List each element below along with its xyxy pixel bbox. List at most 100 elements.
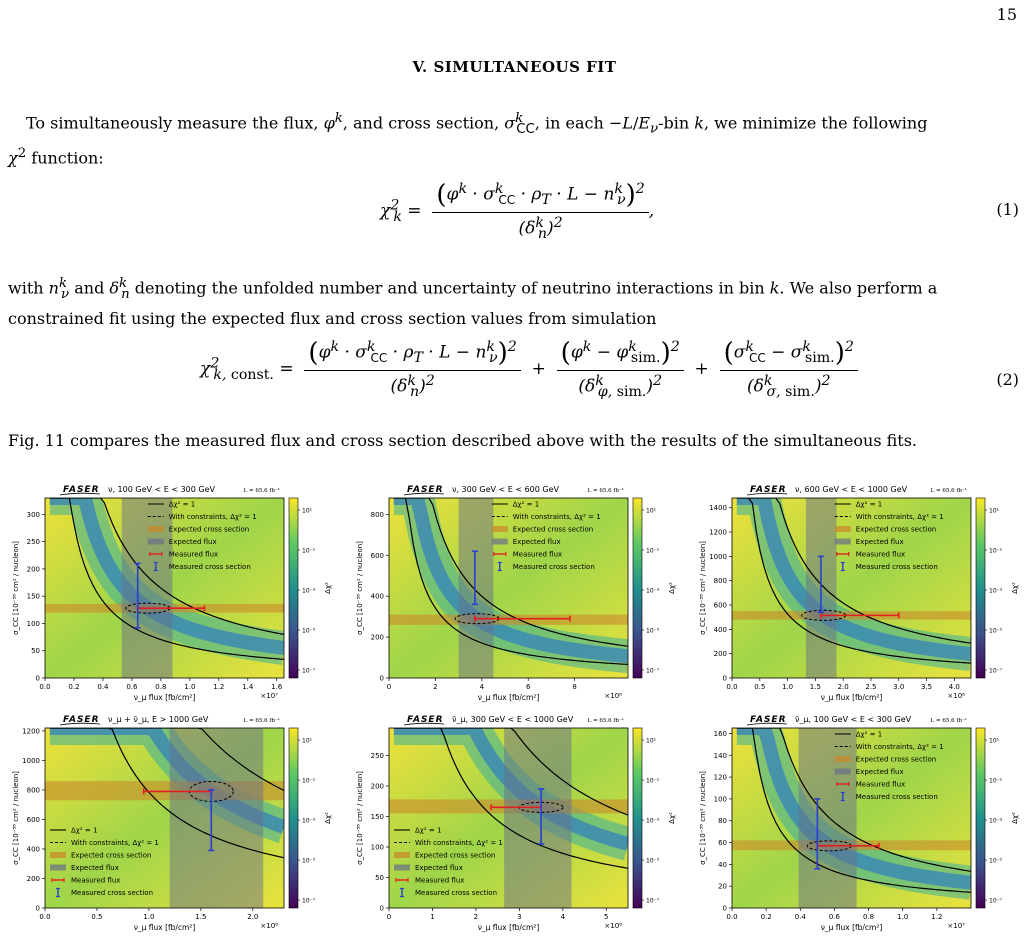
legend-swatch-flux: [491, 538, 508, 545]
colorbar-tick-label: 10⁻⁷: [646, 668, 660, 675]
colorbar-tick-label: 10⁻¹: [646, 548, 660, 555]
x-tick-label: 0.2: [68, 683, 79, 691]
y-tick-label: 100: [371, 843, 384, 851]
delta-chi2-upper-curve: [393, 728, 628, 816]
x-axis-label: ν_μ flux [fb/cm²]: [821, 693, 883, 702]
legend-label: Measured cross section: [415, 889, 497, 897]
chart-panel-2: 0 2 4 6 8 0 200 400 600 800 ×10⁶ ν_μ flux [fb/cm²] σ…: [352, 480, 681, 706]
delta-chi2-lower-curve: [393, 728, 628, 869]
y-tick-label: 250: [371, 752, 384, 760]
x-tick-label: 1.2: [931, 913, 942, 921]
x-tick-label: 1.2: [213, 683, 224, 691]
y-tick-label: 800: [714, 577, 727, 585]
legend-label: Measured flux: [415, 877, 464, 885]
legend-label: Measured flux: [856, 551, 905, 559]
plot-frame: [388, 727, 629, 909]
x-tick-label: 1: [430, 913, 434, 921]
x-tick-label: 0.4: [97, 683, 109, 691]
y-tick-label: 50: [31, 647, 40, 655]
x-tick-label: 2: [433, 683, 437, 691]
y-axis-label: σ_CC [10⁻³⁸ cm² / nucleon]: [699, 771, 707, 865]
x-tick-label: 1.0: [143, 913, 154, 921]
x-axis-label: ν_μ flux [fb/cm²]: [134, 923, 196, 932]
legend-swatch-flux: [834, 538, 851, 545]
y-axis-label: σ_CC [10⁻³⁸ cm² / nucleon]: [12, 541, 20, 635]
legend-swatch-flux: [834, 768, 851, 775]
colorbar-tick-label: 10⁻¹: [646, 778, 660, 785]
equation-2-number: (2): [996, 370, 1019, 389]
colorbar-label: Δχ²: [324, 812, 332, 824]
faser-logo-swoosh: [403, 492, 445, 496]
y-tick-label: 150: [27, 593, 40, 601]
colorbar-label: Δχ²: [1011, 812, 1019, 824]
colorbar-tick-label: 10⁻⁷: [989, 668, 1003, 675]
legend-label: Δχ² = 1: [415, 827, 441, 835]
equation-1-number: (1): [996, 200, 1019, 219]
chart-panel-3: 0.0 0.5 1.0 1.5 2.0 2.5 3.0 3.5 4.0 0 200 400 600 800…: [695, 480, 1024, 706]
legend-label: Expected cross section: [513, 526, 593, 534]
faser-logo-swoosh: [746, 492, 788, 496]
x-tick-label: 1.5: [195, 913, 206, 921]
y-tick-label: 140: [714, 752, 727, 760]
x-tick-label: 3.5: [921, 683, 932, 691]
chart-panel-6: 0.0 0.2 0.4 0.6 0.8 1.0 1.2 0 20 40 60 80 100 120 140 1…: [695, 710, 1024, 936]
x-tick-label: 1.4: [242, 683, 254, 691]
colorbar-tick-label: 10¹: [989, 738, 1000, 745]
expected-flux-band: [798, 728, 857, 908]
x-tick-label: 0.6: [126, 683, 138, 691]
colorbar-tick-label: 10⁻¹: [302, 548, 316, 555]
legend-label: Expected flux: [169, 538, 217, 546]
colorbar: [288, 727, 299, 909]
legend-label: With constraints, Δχ² = 1: [513, 513, 601, 521]
legend-swatch-flux: [147, 538, 164, 545]
equation-2: χ2k, const. = (φk · σkCC · ρT · L − nkν)…: [200, 338, 1019, 401]
colorbar-label: Δχ²: [668, 582, 676, 594]
paragraph-constrained: with nkν and δkn denoting the unfolded n…: [8, 276, 938, 328]
x-tick-label: 0.5: [754, 683, 765, 691]
x-tick-label: 6: [526, 683, 531, 691]
legend-label: Δχ² = 1: [856, 501, 882, 509]
chart-panel-5: 0 1 2 3 4 5 0 50 100 150 200 250 ×10⁶ ν_μ flux [fb/cm…: [352, 710, 681, 936]
y-tick-label: 200: [371, 782, 384, 790]
y-axis-label: σ_CC [10⁻³⁸ cm² / nucleon]: [356, 541, 364, 635]
y-tick-label: 1200: [22, 727, 40, 735]
legend-label: Δχ² = 1: [513, 501, 539, 509]
legend-swatch-flux: [394, 864, 410, 871]
y-axis-label: σ_CC [10⁻³⁸ cm² / nucleon]: [699, 541, 707, 635]
legend-label: Expected flux: [513, 538, 561, 546]
x-tick-label: 0.0: [726, 913, 737, 921]
colorbar-tick-label: 10⁻⁵: [646, 628, 660, 635]
y-tick-label: 0: [380, 905, 384, 913]
legend-label: With constraints, Δχ² = 1: [71, 839, 159, 847]
plot-frame: [388, 497, 629, 679]
legend-label: Measured cross section: [856, 563, 938, 571]
y-tick-label: 120: [714, 774, 727, 782]
x-tick-label: 4.0: [949, 683, 960, 691]
colorbar-tick-label: 10⁻³: [302, 588, 316, 595]
colorbar-tick-label: 10⁻⁵: [989, 858, 1003, 865]
y-tick-label: 1000: [22, 757, 40, 765]
faser-logo: FASER: [750, 485, 787, 495]
legend-label: Expected flux: [856, 538, 904, 546]
x-tick-label: 4: [480, 683, 485, 691]
colorbar-tick-label: 10⁻⁵: [302, 628, 316, 635]
legend-label: Expected cross section: [856, 526, 936, 534]
delta-chi2-upper-curve: [393, 498, 628, 647]
chart-svg: 0 2 4 6 8 0 200 400 600 800 ×10⁶ ν_μ flux [fb/cm²] σ…: [356, 485, 676, 702]
chi2-valley-inner: [393, 498, 628, 664]
legend-swatch-xsec: [50, 852, 66, 858]
legend-label: Expected flux: [856, 768, 904, 776]
x-tick-label: 2: [474, 913, 478, 921]
y-tick-label: 160: [714, 730, 727, 738]
y-tick-label: 400: [371, 593, 384, 601]
colorbar-tick-label: 10⁻⁷: [989, 898, 1003, 905]
plot-frame: [44, 727, 285, 909]
colorbar-tick-label: 10¹: [646, 738, 657, 745]
delta-chi2-lower-curve: [49, 728, 284, 859]
legend-label: With constraints, Δχ² = 1: [856, 743, 944, 751]
expected-flux-band: [458, 498, 494, 678]
colorbar-tick-label: 10⁻⁵: [646, 858, 660, 865]
legend-label: With constraints, Δχ² = 1: [856, 513, 944, 521]
y-tick-label: 400: [27, 845, 40, 853]
x-tick-label: 0: [387, 913, 391, 921]
